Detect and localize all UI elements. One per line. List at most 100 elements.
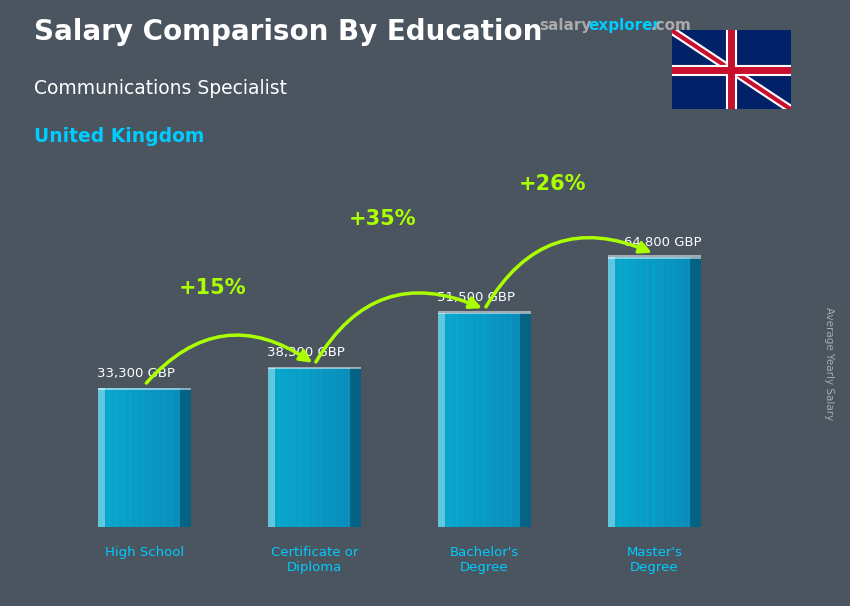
Bar: [290, 368, 292, 527]
Bar: [503, 313, 505, 527]
Bar: [627, 257, 629, 527]
Bar: [281, 368, 283, 527]
Bar: [692, 257, 694, 527]
Bar: [438, 313, 439, 527]
Text: United Kingdom: United Kingdom: [34, 127, 204, 146]
Bar: [144, 388, 146, 527]
Bar: [274, 368, 275, 527]
Bar: [523, 313, 524, 527]
Bar: [646, 257, 648, 527]
Bar: [460, 313, 462, 527]
Bar: [179, 388, 181, 527]
Bar: [108, 388, 110, 527]
Bar: [141, 388, 142, 527]
Bar: [135, 388, 137, 527]
Bar: [280, 368, 282, 527]
Bar: [664, 257, 666, 527]
Bar: [157, 388, 159, 527]
Bar: [668, 257, 670, 527]
Bar: [616, 257, 617, 527]
Bar: [120, 388, 122, 527]
Bar: [615, 257, 616, 527]
Bar: [163, 388, 165, 527]
Bar: [355, 368, 357, 527]
Bar: [520, 313, 531, 527]
Bar: [133, 388, 134, 527]
Bar: [469, 313, 471, 527]
Bar: [271, 368, 273, 527]
Bar: [342, 368, 343, 527]
Bar: [484, 313, 486, 527]
Bar: [150, 388, 151, 527]
Bar: [327, 368, 329, 527]
Bar: [447, 313, 449, 527]
Bar: [655, 257, 657, 527]
Bar: [309, 368, 310, 527]
Bar: [172, 388, 173, 527]
Bar: [145, 388, 147, 527]
Bar: [319, 368, 320, 527]
Text: 51,500 GBP: 51,500 GBP: [437, 291, 515, 304]
Bar: [676, 257, 677, 527]
Bar: [517, 313, 518, 527]
Bar: [501, 313, 502, 527]
Bar: [472, 313, 473, 527]
Bar: [180, 388, 191, 527]
Bar: [125, 388, 126, 527]
Bar: [276, 368, 277, 527]
Bar: [134, 388, 135, 527]
Bar: [526, 313, 528, 527]
Bar: [698, 257, 699, 527]
Bar: [325, 368, 326, 527]
Bar: [277, 368, 279, 527]
Bar: [690, 257, 701, 527]
Bar: [442, 313, 444, 527]
Text: +15%: +15%: [178, 278, 246, 298]
Bar: [440, 313, 441, 527]
Bar: [188, 388, 189, 527]
Bar: [626, 257, 628, 527]
Bar: [686, 257, 688, 527]
Bar: [98, 387, 191, 390]
Bar: [186, 388, 188, 527]
Bar: [345, 368, 346, 527]
Bar: [621, 257, 623, 527]
Bar: [506, 313, 507, 527]
Bar: [119, 388, 120, 527]
Bar: [497, 313, 499, 527]
Bar: [343, 368, 345, 527]
Bar: [321, 368, 323, 527]
Bar: [661, 257, 663, 527]
Bar: [441, 313, 443, 527]
Bar: [453, 313, 454, 527]
Bar: [356, 368, 358, 527]
Bar: [181, 388, 182, 527]
Bar: [106, 388, 107, 527]
Bar: [169, 388, 170, 527]
Bar: [173, 388, 175, 527]
Bar: [614, 257, 615, 527]
Bar: [609, 257, 610, 527]
Bar: [337, 368, 339, 527]
Bar: [303, 368, 304, 527]
Bar: [110, 388, 112, 527]
Bar: [457, 313, 459, 527]
Bar: [478, 313, 479, 527]
Bar: [473, 313, 474, 527]
Bar: [164, 388, 166, 527]
Text: 38,300 GBP: 38,300 GBP: [267, 346, 345, 359]
Bar: [185, 388, 187, 527]
Bar: [129, 388, 131, 527]
Bar: [272, 368, 274, 527]
Bar: [649, 257, 651, 527]
Bar: [663, 257, 664, 527]
Bar: [318, 368, 320, 527]
Text: Salary Comparison By Education: Salary Comparison By Education: [34, 18, 542, 46]
Bar: [438, 311, 531, 315]
Bar: [612, 257, 614, 527]
Bar: [101, 388, 103, 527]
Bar: [444, 313, 445, 527]
Bar: [190, 388, 191, 527]
Bar: [515, 313, 516, 527]
Bar: [507, 313, 509, 527]
